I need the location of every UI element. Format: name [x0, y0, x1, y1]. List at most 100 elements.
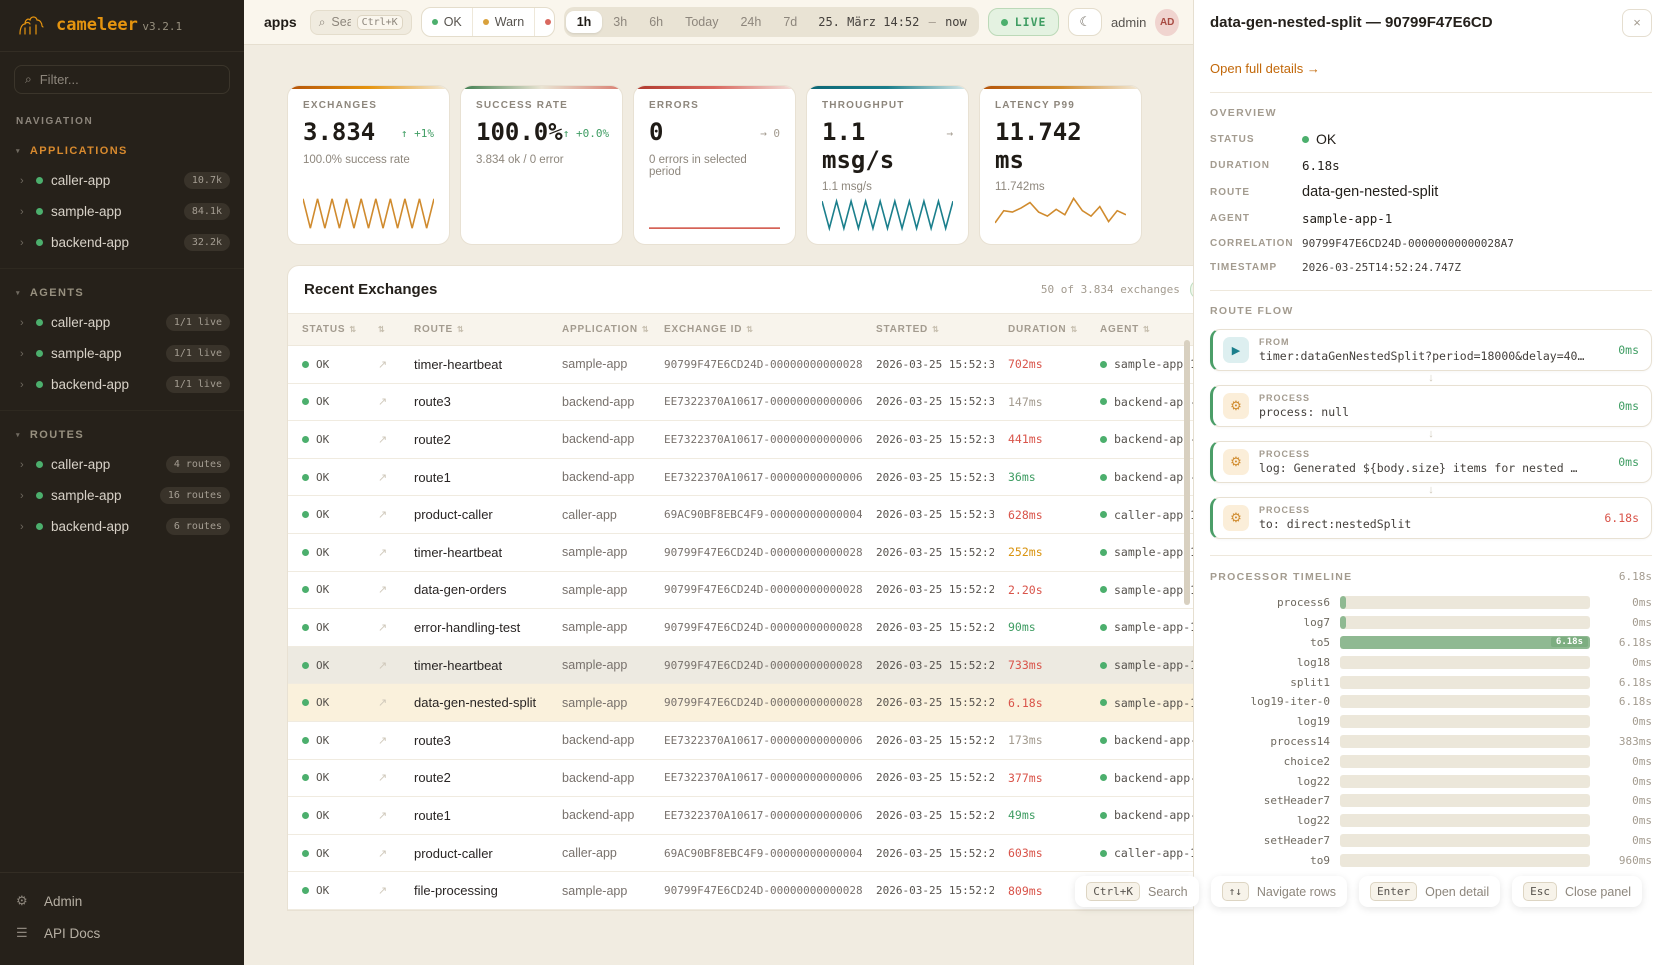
expand-row-icon[interactable]: ↗ [378, 396, 388, 409]
column-header-status[interactable]: STATUS ⇅ [288, 324, 364, 335]
column-header-expand[interactable]: ⇅ [364, 325, 400, 334]
expand-row-icon[interactable]: ↗ [378, 433, 388, 446]
expand-row-icon[interactable]: ↗ [378, 734, 388, 747]
status-filter-ok[interactable]: OK [422, 8, 472, 36]
sidebar-footer-api-docs[interactable]: ☰ API Docs [16, 917, 228, 949]
expand-row-icon[interactable]: ↗ [378, 885, 388, 898]
expand-row-icon[interactable]: ↗ [378, 847, 388, 860]
date-range[interactable]: 25. März 14:52 — now [808, 15, 977, 29]
sidebar-section-header[interactable]: ▾ AGENTS [0, 279, 244, 307]
flow-step-body: PROCESS log: Generated ${body.size} items… [1259, 449, 1608, 475]
live-button[interactable]: LIVE [987, 8, 1060, 36]
sort-icon: ⇅ [1143, 325, 1151, 334]
stat-subtext: 11.742ms [995, 181, 1045, 194]
time-range-24h[interactable]: 24h [740, 15, 762, 29]
status-dot-icon [36, 461, 43, 468]
theme-toggle[interactable]: ☾ [1068, 8, 1102, 36]
status-ok-icon [1302, 135, 1309, 143]
sidebar-nav: ▾ APPLICATIONS › caller-app 10.7k › sample-app… [0, 131, 244, 872]
duration-cell: 90ms [1008, 620, 1036, 635]
expand-row-icon[interactable]: ↗ [378, 509, 388, 522]
table-row[interactable]: OK ↗ route1 backend-app EE7322370A10617-0000… [288, 797, 1193, 835]
detail-panel-header: data-gen-nested-split — 90799F47E6CD × [1194, 0, 1668, 45]
expand-row-icon[interactable]: ↗ [378, 471, 388, 484]
agent-label: sample-app-1 [1114, 357, 1193, 372]
expand-row-icon[interactable]: ↗ [378, 621, 388, 634]
column-header-application[interactable]: APPLICATION ⇅ [548, 324, 650, 335]
table-row[interactable]: OK ↗ data-gen-orders sample-app 90799F47E6CD… [288, 572, 1193, 610]
time-range-3h[interactable]: 3h [613, 15, 628, 29]
expand-row-icon[interactable]: ↗ [378, 659, 388, 672]
sidebar-item-caller-app[interactable]: › caller-app 10.7k [0, 165, 244, 196]
sidebar-item-sample-app[interactable]: › sample-app 1/1 live [0, 338, 244, 369]
expand-row-icon[interactable]: ↗ [378, 697, 388, 710]
main-scrollbar[interactable] [1184, 340, 1190, 605]
avatar[interactable]: AD [1155, 8, 1179, 36]
time-range-7d[interactable]: 7d [783, 15, 798, 29]
status-cell: OK [288, 734, 364, 747]
flow-step-from[interactable]: ▶ FROM timer:dataGenNestedSplit?period=180… [1210, 329, 1652, 371]
sidebar-item-sample-app[interactable]: › sample-app 84.1k [0, 196, 244, 227]
sidebar-section-header[interactable]: ▾ ROUTES [0, 421, 244, 449]
sidebar-item-backend-app[interactable]: › backend-app 32.2k [0, 227, 244, 258]
status-ok-icon [302, 623, 309, 631]
sidebar-item-backend-app[interactable]: › backend-app 1/1 live [0, 369, 244, 400]
tab-apps[interactable]: apps [264, 14, 297, 30]
column-header-started[interactable]: STARTED ⇅ [862, 324, 994, 335]
flow-step-process[interactable]: ⚙ PROCESS log: Generated ${body.size} item… [1210, 441, 1652, 483]
column-header-duration[interactable]: DURATION ⇅ [994, 324, 1086, 335]
table-row[interactable]: OK ↗ timer-heartbeat sample-app 90799F47E6CD… [288, 646, 1193, 685]
column-header-route[interactable]: ROUTE ⇅ [400, 324, 548, 335]
flow-step-process[interactable]: ⚙ PROCESS process: null 0ms [1210, 385, 1652, 427]
column-label: DURATION [1008, 324, 1067, 335]
timeline-processor-label: log18 [1296, 655, 1330, 669]
table-row[interactable]: OK ↗ route1 backend-app EE7322370A10617-0000… [288, 459, 1193, 497]
sidebar-section-header[interactable]: ▾ APPLICATIONS [0, 137, 244, 165]
status-filter-warn[interactable]: Warn [471, 8, 534, 36]
table-row[interactable]: OK ↗ route3 backend-app EE7322370A10617-0000… [288, 722, 1193, 760]
table-row[interactable]: OK ↗ route2 backend-app EE7322370A10617-0000… [288, 421, 1193, 459]
started-cell: 2026-03-25 15:52:29 [876, 545, 994, 559]
status-cell: OK [288, 433, 364, 446]
expand-row-icon[interactable]: ↗ [378, 546, 388, 559]
column-header-exchange-id[interactable]: EXCHANGE ID ⇅ [650, 324, 862, 335]
close-panel-button[interactable]: × [1622, 8, 1652, 37]
timeline-bar-track [1340, 774, 1590, 788]
sidebar-footer-admin[interactable]: ⚙ Admin [16, 885, 228, 917]
table-row[interactable]: OK ↗ timer-heartbeat sample-app 90799F47E6CD… [288, 534, 1193, 572]
table-row[interactable]: OK ↗ route2 backend-app EE7322370A10617-0000… [288, 760, 1193, 798]
global-search[interactable]: ⌕ Sea... Ctrl+K [309, 9, 412, 35]
table-row[interactable]: OK ↗ timer-heartbeat sample-app 90799F47E6CD… [288, 346, 1193, 384]
table-row[interactable]: OK ↗ product-caller caller-app 69AC90BF8EBC4… [288, 496, 1193, 534]
expand-row-icon[interactable]: ↗ [378, 358, 388, 371]
sidebar-item-sample-app[interactable]: › sample-app 16 routes [0, 480, 244, 511]
table-row[interactable]: OK ↗ data-gen-nested-split sample-app 90799F… [288, 684, 1193, 722]
time-range-1h[interactable]: 1h [565, 11, 603, 33]
status-cell: OK [288, 471, 364, 484]
sidebar-section: ▾ ROUTES › caller-app 4 routes › sample-app 16 … [0, 410, 244, 542]
filter-input[interactable] [39, 72, 219, 87]
sidebar-item-caller-app[interactable]: › caller-app 4 routes [0, 449, 244, 480]
time-range-today[interactable]: Today [685, 15, 719, 29]
open-full-details-link[interactable]: Open full details → [1210, 61, 1320, 76]
column-header-agent[interactable]: AGENT ⇅ [1086, 324, 1193, 335]
detail-title: data-gen-nested-split — 90799F47E6CD [1210, 14, 1493, 31]
duration-cell: 147ms [1008, 394, 1043, 409]
sidebar-filter[interactable]: ⌕ [14, 65, 230, 94]
sidebar-item-caller-app[interactable]: › caller-app 1/1 live [0, 307, 244, 338]
flow-step-process[interactable]: ⚙ PROCESS to: direct:nestedSplit 6.18s [1210, 497, 1652, 539]
status-filter-e[interactable]: E [534, 8, 554, 36]
time-range-6h[interactable]: 6h [649, 15, 664, 29]
table-row[interactable]: OK ↗ file-processing sample-app 90799F47E6CD… [288, 872, 1193, 910]
duration-cell: 702ms [1008, 357, 1043, 372]
sidebar-item-backend-app[interactable]: › backend-app 6 routes [0, 511, 244, 542]
expand-row-icon[interactable]: ↗ [378, 772, 388, 785]
table-row[interactable]: OK ↗ product-caller caller-app 69AC90BF8EBC4… [288, 835, 1193, 873]
user-name[interactable]: admin [1110, 14, 1147, 30]
table-row[interactable]: OK ↗ error-handling-test sample-app 90799F47… [288, 609, 1193, 647]
status-ok-icon [302, 360, 309, 368]
table-row[interactable]: OK ↗ route3 backend-app EE7322370A10617-0000… [288, 384, 1193, 422]
expand-row-icon[interactable]: ↗ [378, 584, 388, 597]
expand-row-icon[interactable]: ↗ [378, 809, 388, 822]
timeline-processor-label: to9 [1310, 853, 1330, 867]
